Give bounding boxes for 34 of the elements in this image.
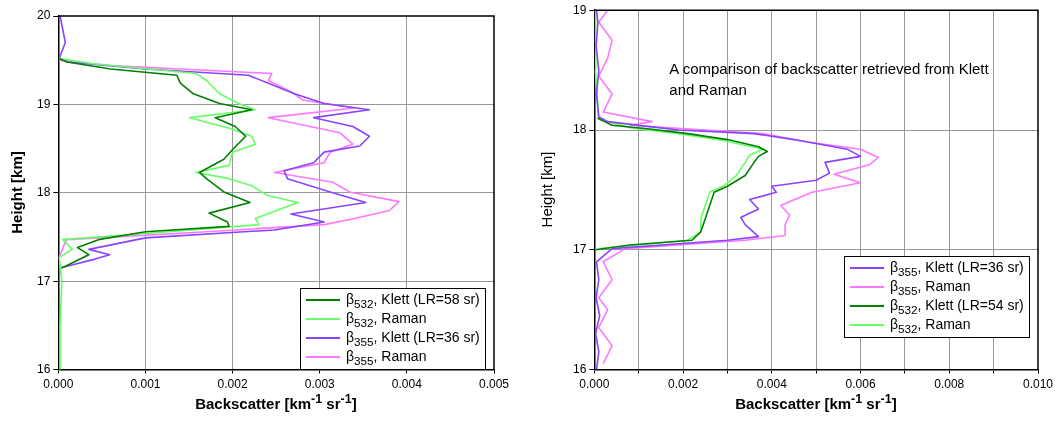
y-tick-label: 17 xyxy=(36,273,51,288)
y-tick-label: 16 xyxy=(36,361,51,376)
x-tick-label: 0.001 xyxy=(130,377,161,392)
x-tick-label: 0.008 xyxy=(934,377,965,392)
y-tick-label: 18 xyxy=(572,122,587,137)
legend-label: β$_{355}$, Klett (LR=36 sr) xyxy=(890,258,1024,278)
y-tick-label: 17 xyxy=(572,242,587,257)
y-axis-title: Height [km] xyxy=(7,151,25,235)
x-tick-label: 0.003 xyxy=(304,377,336,392)
y-tick-label: 16 xyxy=(572,361,587,376)
x-axis-title: Backscatter [km$^{-1}$ sr$^{-1}$] xyxy=(735,391,897,412)
x-tick-label: 0.000 xyxy=(43,377,74,392)
annotation: A comparison of backscatter retrieved from Klett and Raman xyxy=(669,59,990,101)
y-tick-label: 18 xyxy=(36,185,51,200)
legend-label: β$_{355}$, Raman xyxy=(346,347,427,367)
y-axis-title: Height [km] xyxy=(537,151,555,228)
x-tick-label: 0.006 xyxy=(845,377,876,392)
legend-label: β$_{532}$, Klett (LR=54 sr) xyxy=(890,296,1024,316)
x-tick-label: 0.000 xyxy=(579,377,610,392)
x-tick-label: 0.004 xyxy=(756,377,788,392)
legend-label: β$_{532}$, Klett (LR=58 sr) xyxy=(346,290,480,310)
x-axis-title: Backscatter [km$^{-1}$ sr$^{-1}$] xyxy=(195,391,357,412)
y-tick-label: 19 xyxy=(36,96,51,111)
legend-label: β$_{355}$, Raman xyxy=(890,277,971,297)
x-tick-label: 0.002 xyxy=(217,377,248,392)
x-tick-label: 0.005 xyxy=(478,377,510,392)
x-tick-label: 0.002 xyxy=(668,377,699,392)
x-tick-label: 0.010 xyxy=(1022,377,1054,392)
x-tick-label: 0.004 xyxy=(391,377,423,392)
legend-label: β$_{532}$, Raman xyxy=(890,315,971,335)
y-tick-label: 19 xyxy=(572,2,587,17)
legend-label: β$_{532}$, Raman xyxy=(346,309,427,329)
legend-label: β$_{355}$, Klett (LR=36 sr) xyxy=(346,328,480,348)
y-tick-label: 20 xyxy=(36,8,51,23)
